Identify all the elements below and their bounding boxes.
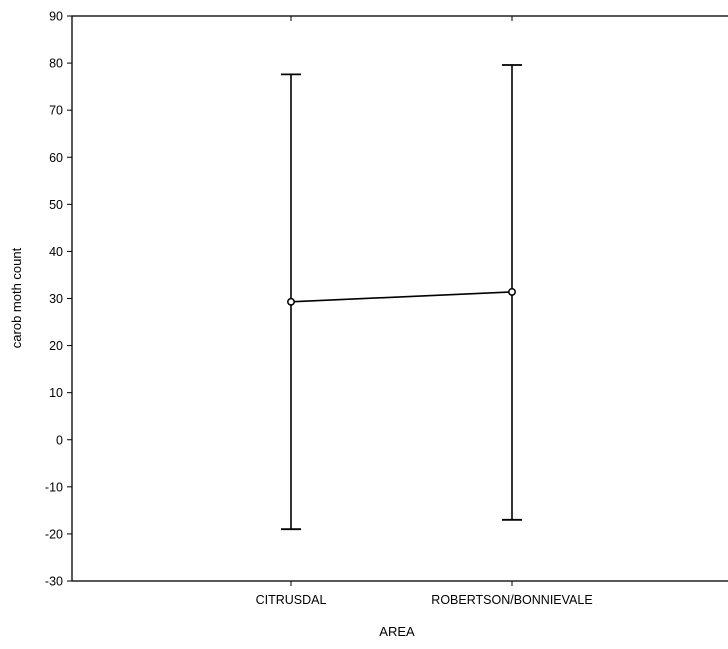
mean-point <box>287 297 295 306</box>
x-axis: CITRUSDAL ROBERTSON/BONNIEVALE <box>256 16 593 607</box>
y-tick-label: 10 <box>49 386 63 400</box>
plot-area <box>281 64 522 531</box>
y-tick-label: 20 <box>49 339 63 353</box>
x-tick-label: ROBERTSON/BONNIEVALE <box>431 593 592 607</box>
series-line <box>290 291 513 303</box>
y-tick-label: -20 <box>45 527 63 541</box>
y-tick-label: 30 <box>49 292 63 306</box>
y-tick-label: -10 <box>45 480 63 494</box>
y-axis-title: carob moth count <box>9 247 24 348</box>
y-tick-label: -30 <box>45 575 63 589</box>
y-axis: -30 -20 -10 0 10 20 30 40 50 60 70 80 90 <box>45 10 72 589</box>
mean-point <box>508 287 516 296</box>
y-tick-label: 80 <box>49 57 63 71</box>
y-tick-label: 90 <box>49 10 63 24</box>
plot-frame <box>71 15 728 582</box>
y-tick-label: 0 <box>56 433 63 447</box>
y-tick-label: 60 <box>49 151 63 165</box>
x-tick-label: CITRUSDAL <box>256 593 327 607</box>
x-axis-title: AREA <box>379 624 415 639</box>
y-tick-label: 70 <box>49 104 63 118</box>
y-tick-label: 50 <box>49 198 63 212</box>
y-tick-label: 40 <box>49 245 63 259</box>
